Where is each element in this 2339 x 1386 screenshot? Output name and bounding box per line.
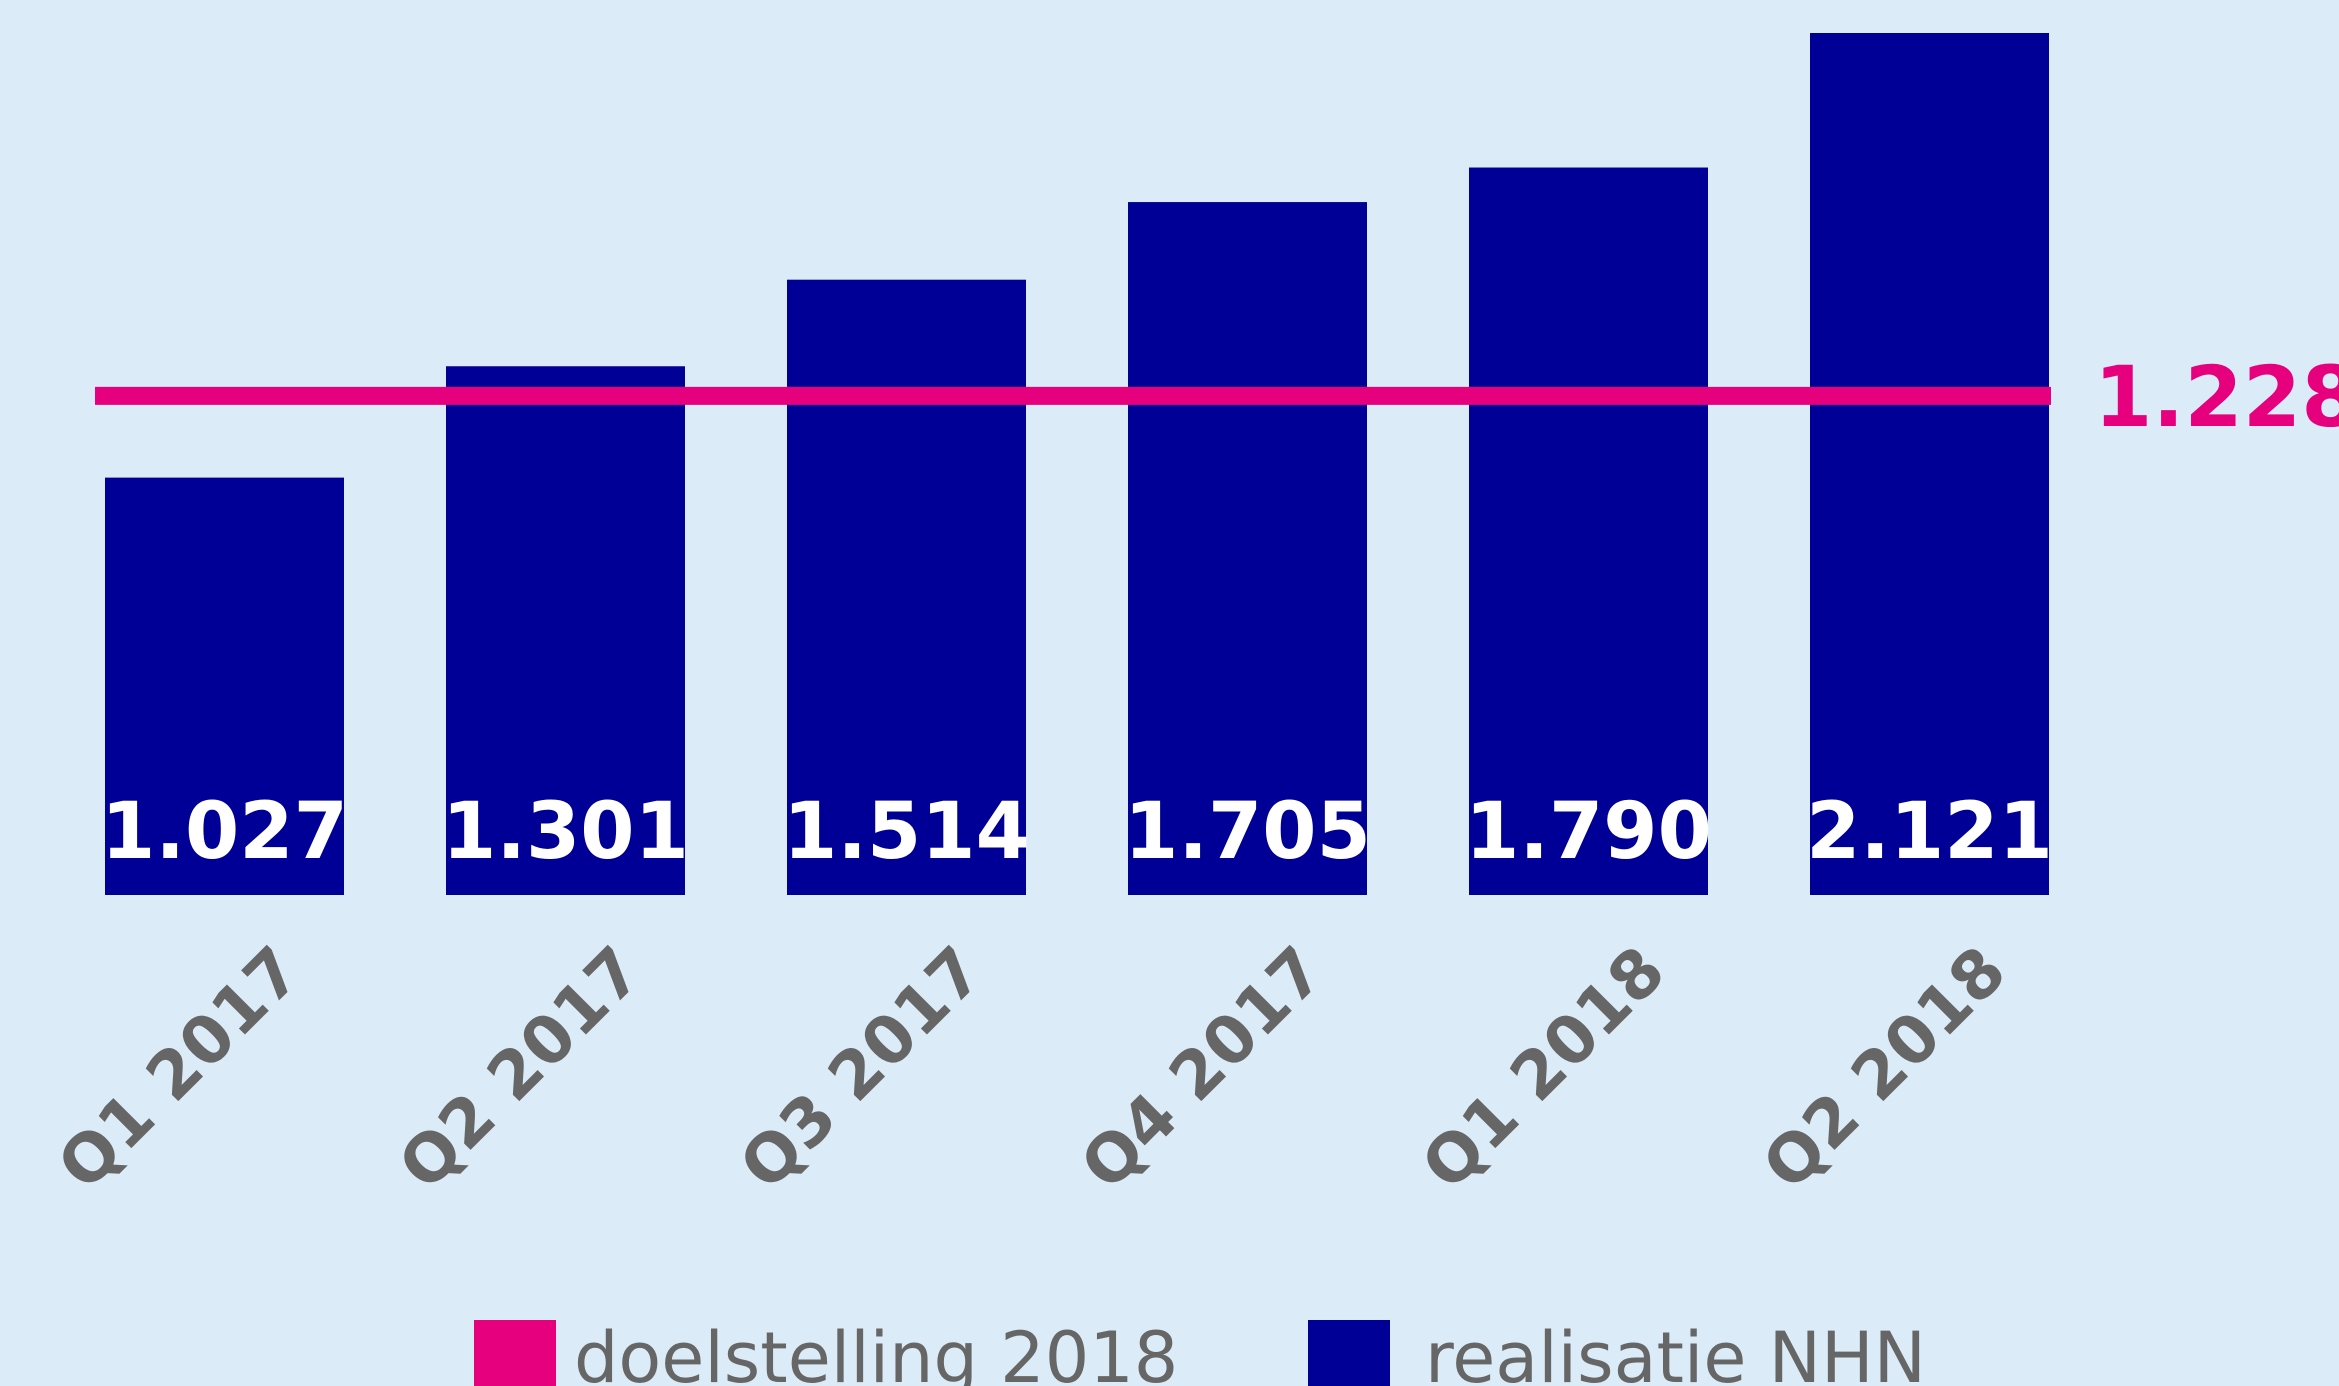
value-label: 1.514 xyxy=(783,787,1030,877)
bar xyxy=(1128,202,1367,895)
bar xyxy=(446,366,685,895)
value-label: 1.705 xyxy=(1124,787,1371,877)
legend-label: doelstelling 2018 xyxy=(574,1317,1178,1386)
bar xyxy=(1469,167,1708,895)
legend-label: realisatie NHN xyxy=(1425,1317,1926,1386)
bar xyxy=(1810,33,2049,895)
value-label: 1.790 xyxy=(1465,787,1712,877)
bar xyxy=(787,279,1026,895)
value-label: 2.121 xyxy=(1806,787,2053,877)
value-label: 1.301 xyxy=(442,787,689,877)
legend-swatch xyxy=(474,1320,556,1386)
legend-swatch xyxy=(1308,1320,1390,1386)
bar xyxy=(105,477,344,895)
value-label: 1.027 xyxy=(101,787,348,877)
target-label: 1.228 xyxy=(2094,348,2339,446)
